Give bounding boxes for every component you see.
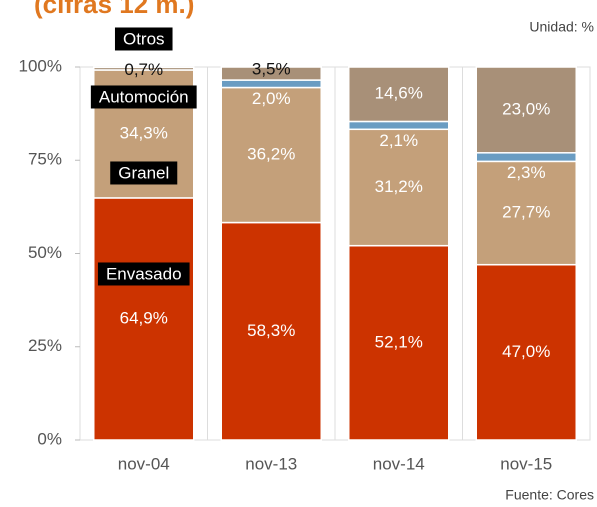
data-label: 0,7% — [124, 60, 163, 79]
legend-box — [97, 262, 190, 286]
chart-title: (cifras 12 m.) — [34, 0, 194, 19]
data-label: 2,1% — [379, 131, 418, 150]
bar-segment — [220, 79, 322, 89]
legend-box — [90, 85, 197, 109]
source-label: Fuente: Cores — [505, 487, 594, 503]
legend-box — [110, 161, 178, 185]
y-tick-label: 75% — [28, 150, 62, 169]
bar-segment — [348, 244, 450, 441]
legend-label: Envasado — [106, 264, 182, 283]
bar-segment — [475, 152, 577, 163]
legend-box — [114, 27, 173, 51]
unit-label: Unidad: % — [529, 19, 594, 35]
data-label: 36,2% — [247, 145, 295, 164]
legend-label: Granel — [118, 163, 169, 182]
y-tick-label: 0% — [37, 429, 62, 448]
x-tick-label: nov-04 — [118, 454, 170, 473]
data-label: 52,1% — [375, 332, 423, 351]
bar-segment — [475, 160, 577, 266]
bar-segment — [220, 221, 322, 441]
x-tick-label: nov-14 — [373, 454, 425, 473]
bar-segment — [475, 263, 577, 441]
data-label: 47,0% — [502, 342, 550, 361]
y-tick-label: 25% — [28, 336, 62, 355]
bar-segment — [348, 120, 450, 131]
data-label: 14,6% — [375, 84, 423, 103]
bar-segment — [220, 66, 322, 81]
data-label: 31,2% — [375, 177, 423, 196]
data-label: 2,0% — [252, 89, 291, 108]
bar-segment — [348, 128, 450, 247]
y-tick-label: 50% — [28, 243, 62, 262]
bar-segment — [93, 197, 195, 441]
data-label: 58,3% — [247, 321, 295, 340]
bar-segment — [220, 86, 322, 224]
legend-label: Otros — [123, 29, 165, 48]
data-label: 64,9% — [120, 308, 168, 327]
data-label: 27,7% — [502, 203, 550, 222]
x-tick-label: nov-13 — [245, 454, 297, 473]
x-tick-label: nov-15 — [500, 454, 552, 473]
data-label: 23,0% — [502, 99, 550, 118]
y-tick-label: 100% — [19, 56, 62, 75]
bar-segment — [93, 66, 195, 71]
bar-segment — [475, 66, 577, 154]
legend-label: Automoción — [99, 87, 189, 106]
data-label: 34,3% — [120, 123, 168, 142]
data-label: 2,3% — [507, 163, 546, 182]
bar-segment — [348, 66, 450, 123]
data-label: 3,5% — [252, 59, 291, 78]
